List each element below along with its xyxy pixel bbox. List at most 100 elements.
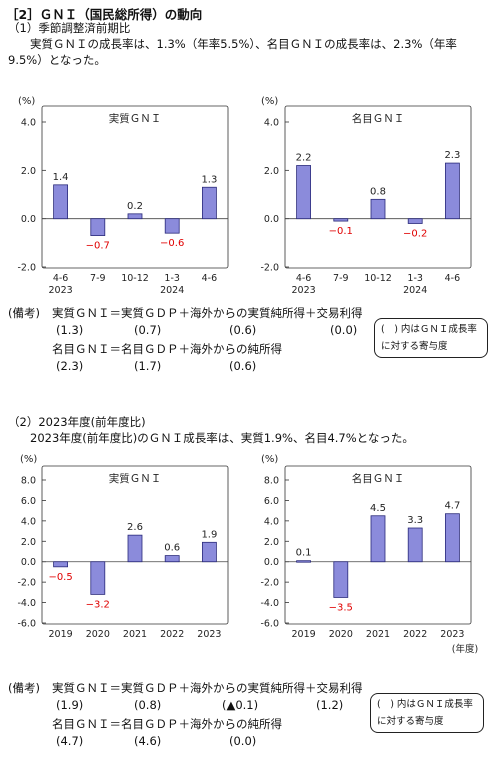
y-tick-label: 4.0 <box>264 118 279 129</box>
y-tick-label: 6.0 <box>264 496 279 507</box>
chart-real-gni-quarterly: (%)実質ＧＮＩ4.02.00.0-2.01.44-62023−0.77-90.… <box>17 96 229 296</box>
data-label: −0.1 <box>329 226 353 237</box>
x-tick-label: 10-12 <box>121 273 149 284</box>
chart-frame <box>284 465 472 625</box>
chart-title: 実質ＧＮＩ <box>109 472 162 485</box>
y-tick-label: -6.0 <box>17 619 36 630</box>
notes-2-eq2-val: (0.0) <box>229 734 257 748</box>
data-label: 0.6 <box>164 543 180 554</box>
subsection-1-text-line2: 9.5%）となった。 <box>8 53 106 67</box>
x-tick-label: 2022 <box>160 629 184 640</box>
chart-nominal-gni-annual: (%) 名目ＧＮＩ 8.0 6.0 4.0 2.0 0.0 -2.0 -4.0 -6.0 0.1 20… <box>260 454 478 655</box>
x-tick-label: 1-3 <box>407 273 423 284</box>
bar <box>444 513 460 563</box>
data-label: −0.6 <box>160 238 184 249</box>
x-tick-label: 4-6 <box>53 273 69 284</box>
bar <box>296 165 311 220</box>
y-tick-label: -2.0 <box>17 263 36 274</box>
x-tick-label: 2019 <box>292 629 316 640</box>
data-label: −0.2 <box>403 229 427 240</box>
y-tick-label: 2.0 <box>21 537 36 548</box>
bar <box>201 186 217 220</box>
data-label: 2.6 <box>127 522 143 533</box>
y-tick-label: 8.0 <box>264 476 279 487</box>
notes-1-eq1-val: (0.0) <box>330 323 358 337</box>
y-tick-label: 2.0 <box>21 166 36 177</box>
data-label: −3.5 <box>329 602 353 613</box>
notes-1-eq2: 名目ＧＮＩ＝名目ＧＤＰ＋海外からの純所得 <box>52 342 282 356</box>
notes-2-eq2: 名目ＧＮＩ＝名目ＧＤＰ＋海外からの純所得 <box>52 717 282 731</box>
bar <box>201 541 217 563</box>
notes-2-eq1-val: (0.8) <box>134 698 162 712</box>
y-tick-label: -4.0 <box>17 598 36 609</box>
data-label: 0.2 <box>127 201 143 212</box>
x-tick-label: 2021 <box>123 629 147 640</box>
section-title: ［2］ＧＮＩ（国民総所得）の動向 <box>6 7 203 22</box>
chart-frame <box>41 465 229 625</box>
bar <box>90 561 106 595</box>
x-tick-label: 1-3 <box>164 273 180 284</box>
data-label: 0.8 <box>370 186 386 197</box>
bar <box>127 534 143 563</box>
y-tick-label: -4.0 <box>260 598 279 609</box>
x-tick-label: 2022 <box>403 629 427 640</box>
bar <box>333 561 349 598</box>
y-tick-label: 0.0 <box>264 214 279 225</box>
bar <box>164 555 180 563</box>
x-tick-sublabel: 2023 <box>49 285 73 296</box>
notes-2-contribution-box: ( ) 内はＧＮＩ成長率 に対する寄与度 <box>370 693 484 733</box>
data-label: 3.3 <box>407 515 423 526</box>
subsection-2-title: （2）2023年度(前年度比) <box>8 415 146 429</box>
notes-2-label: (備考) <box>8 681 40 695</box>
data-label: 2.3 <box>444 150 460 161</box>
bar <box>444 162 460 220</box>
bar <box>53 561 68 568</box>
notes-1-eq1: 実質ＧＮＩ＝実質ＧＤＰ＋海外からの実質純所得＋交易利得 <box>52 306 363 320</box>
data-label: 1.3 <box>201 174 217 185</box>
y-tick-label: 4.0 <box>21 516 36 527</box>
y-tick-label: 4.0 <box>264 516 279 527</box>
y-tick-label: 2.0 <box>264 166 279 177</box>
x-tick-label: 4-6 <box>445 273 461 284</box>
notes-2-box-line1: ( ) 内はＧＮＩ成長率 <box>377 699 473 710</box>
notes-2-eq1-val: (1.2) <box>316 698 344 712</box>
y-tick-label: 8.0 <box>21 476 36 487</box>
chart-ylabel: (%) <box>261 96 278 107</box>
notes-2-eq1-val: (▲0.1) <box>222 698 259 712</box>
notes-1-box-line2: に対する寄与度 <box>381 341 448 352</box>
bar <box>407 527 423 563</box>
x-tick-label: 2023 <box>440 629 464 640</box>
notes-1-label: (備考) <box>8 306 40 320</box>
x-tick-label: 2020 <box>329 629 353 640</box>
subsection-1-text-line1: 実質ＧＮＩの成長率は、1.3%（年率5.5%）、名目ＧＮＩの成長率は、2.3%（… <box>30 37 457 51</box>
y-tick-label: -2.0 <box>260 263 279 274</box>
x-tick-sublabel: 2023 <box>292 285 316 296</box>
data-label: 4.7 <box>444 501 460 512</box>
chart-frame <box>41 105 229 269</box>
x-tick-label: 4-6 <box>296 273 312 284</box>
data-label: 1.9 <box>201 529 217 540</box>
bar <box>407 218 423 224</box>
notes-2-eq1: 実質ＧＮＩ＝実質ＧＤＰ＋海外からの実質純所得＋交易利得 <box>52 681 363 695</box>
y-tick-label: 4.0 <box>21 118 36 129</box>
data-label: 1.4 <box>53 172 69 183</box>
chart-real-gni-annual: (%) 実質ＧＮＩ 8.0 6.0 4.0 2.0 0.0 -2.0 -4.0 -6.0 −0.5 2… <box>17 454 229 640</box>
notes-2-box-line2: に対する寄与度 <box>377 716 444 727</box>
data-label: 0.1 <box>296 548 312 559</box>
bar <box>296 560 311 563</box>
y-tick-label: -2.0 <box>260 578 279 589</box>
y-tick-label: 0.0 <box>264 557 279 568</box>
x-tick-sublabel: 2024 <box>403 285 427 296</box>
data-label: −0.7 <box>86 241 110 252</box>
x-tick-label: 10-12 <box>364 273 392 284</box>
x-tick-label: 2020 <box>86 629 110 640</box>
notes-1-eq1-val: (1.3) <box>56 323 84 337</box>
chart-title: 名目ＧＮＩ <box>352 472 405 485</box>
notes-1-eq2-val: (1.7) <box>134 359 162 373</box>
chart-ylabel: (%) <box>261 454 278 465</box>
notes-1-box-line1: ( ) 内はＧＮＩ成長率 <box>381 324 477 335</box>
chart-ylabel: (%) <box>20 454 37 465</box>
y-tick-label: -6.0 <box>260 619 279 630</box>
bar <box>370 198 386 220</box>
x-unit-label: (年度) <box>452 643 478 655</box>
